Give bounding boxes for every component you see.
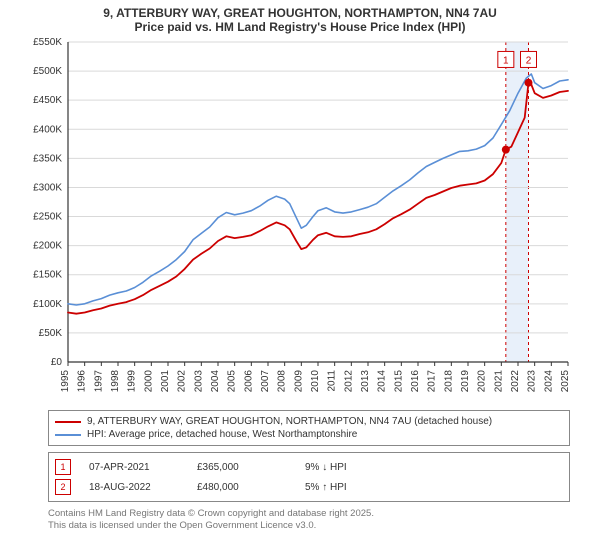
legend-label: 9, ATTERBURY WAY, GREAT HOUGHTON, NORTHA… bbox=[87, 416, 492, 427]
sale-marker-icon: 2 bbox=[55, 479, 71, 495]
legend-swatch-price-paid bbox=[55, 421, 81, 423]
svg-text:2015: 2015 bbox=[393, 370, 404, 393]
svg-text:1995: 1995 bbox=[60, 370, 71, 393]
title-line-2: Price paid vs. HM Land Registry's House … bbox=[8, 20, 592, 34]
svg-text:2: 2 bbox=[526, 55, 532, 66]
svg-text:£50K: £50K bbox=[39, 328, 63, 339]
sale-points: 1 07-APR-2021 £365,000 9% ↓ HPI 2 18-AUG… bbox=[48, 452, 570, 502]
svg-text:2005: 2005 bbox=[227, 370, 238, 393]
svg-text:2011: 2011 bbox=[327, 370, 338, 392]
svg-text:2008: 2008 bbox=[277, 370, 288, 393]
svg-text:2003: 2003 bbox=[193, 370, 204, 393]
svg-text:1996: 1996 bbox=[77, 370, 88, 393]
svg-text:2004: 2004 bbox=[210, 370, 221, 393]
sale-date: 07-APR-2021 bbox=[89, 462, 179, 473]
license-line: This data is licensed under the Open Gov… bbox=[48, 520, 570, 532]
svg-text:£200K: £200K bbox=[33, 241, 62, 252]
svg-text:2019: 2019 bbox=[460, 370, 471, 393]
svg-text:2009: 2009 bbox=[293, 370, 304, 393]
sale-delta: 5% ↑ HPI bbox=[305, 482, 395, 493]
license-text: Contains HM Land Registry data © Crown c… bbox=[48, 508, 570, 532]
legend-row: HPI: Average price, detached house, West… bbox=[55, 428, 563, 441]
svg-text:1997: 1997 bbox=[93, 370, 104, 393]
svg-text:£150K: £150K bbox=[33, 270, 62, 281]
svg-text:£350K: £350K bbox=[33, 153, 62, 164]
svg-text:2012: 2012 bbox=[343, 370, 354, 393]
svg-text:2021: 2021 bbox=[493, 370, 504, 393]
svg-text:1999: 1999 bbox=[127, 370, 138, 393]
title-line-1: 9, ATTERBURY WAY, GREAT HOUGHTON, NORTHA… bbox=[8, 6, 592, 20]
svg-text:£500K: £500K bbox=[33, 66, 62, 77]
svg-text:2013: 2013 bbox=[360, 370, 371, 393]
svg-text:2018: 2018 bbox=[443, 370, 454, 393]
sale-date: 18-AUG-2022 bbox=[89, 482, 179, 493]
svg-text:2006: 2006 bbox=[243, 370, 254, 393]
svg-text:£450K: £450K bbox=[33, 95, 62, 106]
svg-text:2023: 2023 bbox=[527, 370, 538, 393]
sale-delta: 9% ↓ HPI bbox=[305, 462, 395, 473]
svg-text:2025: 2025 bbox=[560, 370, 571, 393]
svg-text:2024: 2024 bbox=[543, 370, 554, 393]
svg-text:£400K: £400K bbox=[33, 124, 62, 135]
license-line: Contains HM Land Registry data © Crown c… bbox=[48, 508, 570, 520]
svg-text:£100K: £100K bbox=[33, 299, 62, 310]
legend: 9, ATTERBURY WAY, GREAT HOUGHTON, NORTHA… bbox=[48, 410, 570, 446]
line-chart-svg: £0 £50K £100K £150K £200K £250K £300K £350K £400… bbox=[20, 36, 580, 404]
sale-price: £365,000 bbox=[197, 462, 287, 473]
chart-area: £0 £50K £100K £150K £200K £250K £300K £350K £400… bbox=[20, 36, 580, 404]
legend-row: 9, ATTERBURY WAY, GREAT HOUGHTON, NORTHA… bbox=[55, 415, 563, 428]
sale-point-row: 1 07-APR-2021 £365,000 9% ↓ HPI bbox=[55, 457, 563, 477]
svg-text:2002: 2002 bbox=[177, 370, 188, 393]
svg-text:£250K: £250K bbox=[33, 212, 62, 223]
sale-point-row: 2 18-AUG-2022 £480,000 5% ↑ HPI bbox=[55, 477, 563, 497]
svg-text:2000: 2000 bbox=[143, 370, 154, 393]
svg-text:2007: 2007 bbox=[260, 370, 271, 393]
sale-price: £480,000 bbox=[197, 482, 287, 493]
svg-text:2022: 2022 bbox=[510, 370, 521, 393]
svg-text:£550K: £550K bbox=[33, 37, 62, 48]
svg-text:1998: 1998 bbox=[110, 370, 121, 393]
svg-text:2010: 2010 bbox=[310, 370, 321, 393]
svg-text:2014: 2014 bbox=[377, 370, 388, 393]
svg-text:2017: 2017 bbox=[427, 370, 438, 393]
legend-label: HPI: Average price, detached house, West… bbox=[87, 429, 357, 440]
svg-text:2001: 2001 bbox=[160, 370, 171, 393]
svg-text:£0: £0 bbox=[51, 357, 63, 368]
svg-text:1: 1 bbox=[503, 55, 509, 66]
svg-text:2016: 2016 bbox=[410, 370, 421, 393]
svg-text:2020: 2020 bbox=[477, 370, 488, 393]
legend-swatch-hpi bbox=[55, 434, 81, 436]
sale-marker-icon: 1 bbox=[55, 459, 71, 475]
svg-text:£300K: £300K bbox=[33, 182, 62, 193]
chart-title: 9, ATTERBURY WAY, GREAT HOUGHTON, NORTHA… bbox=[0, 0, 600, 36]
